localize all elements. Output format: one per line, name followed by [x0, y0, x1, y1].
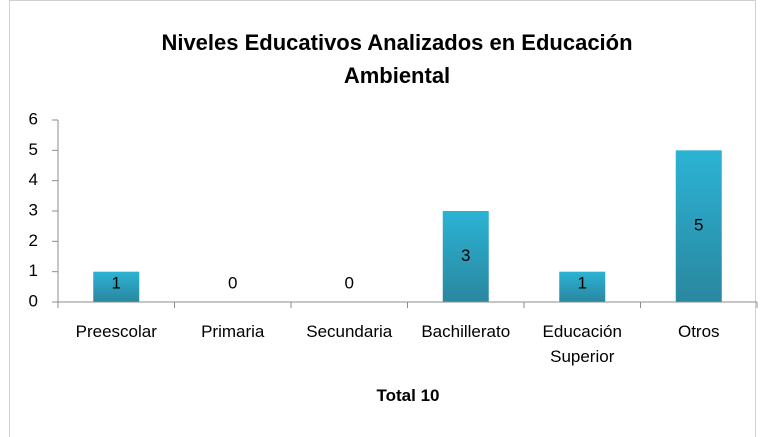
- bar: [442, 211, 489, 302]
- x-tick-label: Otros: [677, 322, 720, 341]
- data-label: 1: [112, 273, 121, 292]
- y-tick-label: 4: [29, 170, 38, 189]
- y-tick-label: 2: [29, 231, 38, 250]
- x-tick-label: Bachillerato: [421, 322, 511, 341]
- x-tick-label: Secundaria: [306, 322, 393, 341]
- bar: [93, 271, 140, 302]
- data-label: 3: [461, 246, 470, 265]
- x-tick-label: Educación Superior: [542, 322, 622, 366]
- data-label: 0: [228, 273, 237, 292]
- chart-border: [9, 0, 756, 437]
- y-tick-label: 0: [29, 291, 38, 310]
- y-tick-label: 6: [29, 109, 38, 128]
- y-tick-label: 3: [29, 200, 38, 219]
- bar: [675, 150, 722, 302]
- data-label: 5: [694, 216, 703, 235]
- bar: [559, 271, 606, 302]
- x-tick-label: Preescolar: [75, 322, 157, 341]
- x-tick-label: Primaria: [201, 322, 265, 341]
- data-label: 1: [578, 273, 587, 292]
- y-tick-label: 1: [29, 261, 38, 280]
- data-label: 0: [345, 273, 354, 292]
- y-tick-label: 5: [29, 140, 38, 159]
- x-axis-label: Total 10: [376, 386, 440, 405]
- chart-title: Niveles Educativos Analizados en Educaci…: [161, 30, 633, 88]
